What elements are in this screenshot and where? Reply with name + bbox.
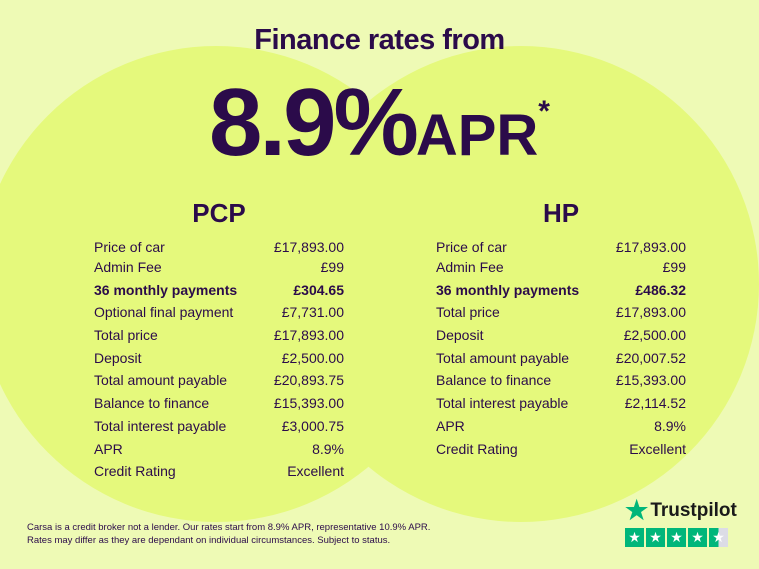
trustpilot-rating: ★ ★ ★ ★ ★	[625, 528, 737, 547]
row-value: £17,893.00	[615, 304, 686, 321]
table-row: APR 8.9%	[94, 438, 344, 461]
table-row: Total interest payable £3,000.75	[94, 415, 344, 438]
row-value: £20,893.75	[273, 372, 344, 389]
pcp-title: PCP	[192, 198, 246, 228]
table-row: Admin Fee £99	[94, 256, 344, 279]
table-row: APR 8.9%	[436, 415, 686, 438]
row-value: £20,007.52	[615, 349, 686, 366]
row-value: £15,393.00	[615, 372, 686, 389]
row-label: Price of car	[94, 239, 165, 255]
table-row: Balance to finance £15,393.00	[94, 392, 344, 415]
row-label: Credit Rating	[436, 440, 518, 457]
row-label: Deposit	[94, 349, 142, 366]
trustpilot-badge[interactable]: ★ Trustpilot ★ ★ ★ ★ ★	[625, 495, 737, 547]
row-label: Optional final payment	[94, 304, 234, 321]
rate-display: 8.9%APR*	[0, 62, 759, 201]
table-row: Total amount payable £20,007.52	[436, 347, 686, 370]
row-label: 36 monthly payments	[94, 281, 238, 298]
row-value: £304.65	[293, 281, 344, 298]
table-row: Deposit £2,500.00	[94, 347, 344, 370]
rate-value: 8.9%	[209, 69, 419, 176]
row-label: Total interest payable	[94, 417, 227, 434]
row-label: Admin Fee	[94, 259, 162, 275]
row-value: £486.32	[635, 281, 686, 298]
row-value: 8.9%	[312, 440, 344, 457]
rating-star-icon: ★	[688, 528, 707, 547]
row-label: Total price	[436, 304, 500, 321]
table-row: Total interest payable £2,114.52	[436, 392, 686, 415]
rate-asterisk: *	[538, 95, 550, 128]
table-row: Total price £17,893.00	[436, 301, 686, 324]
row-label: Price of car	[436, 239, 507, 255]
row-value: £7,731.00	[281, 304, 344, 321]
row-value: Excellent	[287, 463, 344, 480]
headline: Finance rates from	[254, 24, 505, 56]
row-value: Excellent	[629, 440, 686, 457]
table-row: Credit Rating Excellent	[436, 438, 686, 461]
row-label: APR	[94, 440, 123, 457]
row-value: £99	[320, 259, 344, 275]
row-label: Total price	[94, 327, 158, 344]
rating-star-icon: ★	[646, 528, 665, 547]
trustpilot-label: Trustpilot	[650, 499, 737, 521]
pcp-panel: PCP Price of car £17,893.00 Admin Fee £99 36…	[94, 198, 344, 483]
table-row: 36 monthly payments £304.65	[94, 279, 344, 302]
hp-panel: HP Price of car £17,893.00 Admin Fee £99 36 …	[436, 198, 686, 460]
row-label: Deposit	[436, 327, 484, 344]
background-circle-right	[283, 46, 759, 522]
row-label: 36 monthly payments	[436, 281, 580, 298]
table-row: Credit Rating Excellent	[94, 460, 344, 483]
disclaimer-line-1: Carsa is a credit broker not a lender. O…	[27, 522, 431, 533]
row-value: 8.9%	[654, 417, 686, 434]
row-value: £2,500.00	[281, 349, 344, 366]
table-row: 36 monthly payments £486.32	[436, 279, 686, 302]
row-value: £99	[662, 259, 686, 275]
row-label: APR	[436, 417, 465, 434]
row-value: £15,393.00	[273, 395, 344, 412]
table-row: Deposit £2,500.00	[436, 324, 686, 347]
rating-star-icon: ★	[709, 528, 728, 547]
row-label: Balance to finance	[436, 372, 552, 389]
rate-apr-label: APR	[415, 103, 539, 168]
row-value: £17,893.00	[273, 239, 344, 255]
table-row: Balance to finance £15,393.00	[436, 369, 686, 392]
trustpilot-star-icon: ★	[625, 495, 649, 525]
hp-title: HP	[542, 198, 580, 228]
row-value: £2,114.52	[624, 395, 686, 412]
table-row: Total amount payable £20,893.75	[94, 369, 344, 392]
row-label: Admin Fee	[436, 259, 504, 275]
row-value: £3,000.75	[281, 417, 344, 434]
table-row: Admin Fee £99	[436, 256, 686, 279]
row-label: Balance to finance	[94, 395, 210, 412]
disclaimer-line-2: Rates may differ as they are dependant o…	[27, 535, 391, 546]
rating-star-icon: ★	[667, 528, 686, 547]
table-row: Price of car £17,893.00	[94, 239, 344, 256]
rating-star-icon: ★	[625, 528, 644, 547]
disclaimer: Carsa is a credit broker not a lender. O…	[27, 521, 430, 547]
row-label: Credit Rating	[94, 463, 176, 480]
table-row: Total price £17,893.00	[94, 324, 344, 347]
table-row: Optional final payment £7,731.00	[94, 301, 344, 324]
row-label: Total amount payable	[94, 372, 228, 389]
row-label: Total interest payable	[436, 395, 569, 412]
row-value: £2,500.00	[623, 327, 686, 344]
row-label: Total amount payable	[436, 349, 570, 366]
table-row: Price of car £17,893.00	[436, 239, 686, 256]
row-value: £17,893.00	[615, 239, 686, 255]
row-value: £17,893.00	[273, 327, 344, 344]
